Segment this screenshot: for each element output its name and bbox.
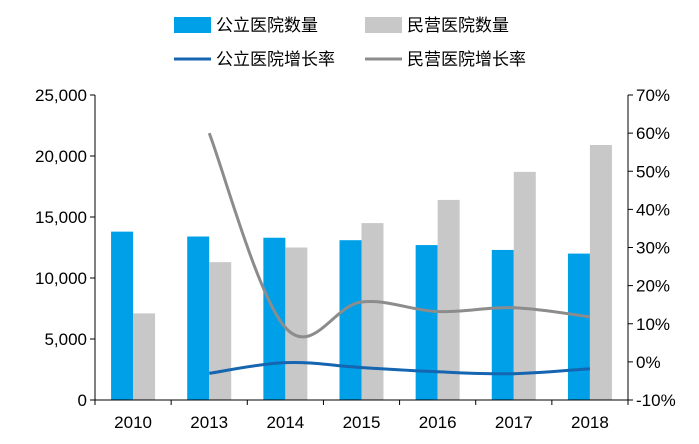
legend-label: 公立医院增长率 [216, 50, 335, 70]
bar [437, 199, 460, 400]
y-left-tick-label: 0 [78, 391, 87, 410]
y-right-tick-label: 70% [636, 86, 670, 105]
y-right-tick-label: 10% [636, 315, 670, 334]
bar [285, 247, 308, 400]
x-tick-label: 2017 [495, 413, 533, 432]
legend-swatch [365, 17, 402, 33]
legend-label: 民营医院增长率 [407, 50, 526, 70]
x-tick-label: 2013 [190, 413, 228, 432]
y-left-tick-label: 20,000 [35, 147, 87, 166]
bar [111, 231, 134, 400]
bar [415, 245, 438, 400]
y-right-tick-label: 50% [636, 162, 670, 181]
bar [339, 240, 362, 400]
y-right-tick-label: 20% [636, 277, 670, 296]
bar [513, 171, 536, 400]
lines [207, 132, 591, 376]
x-tick-label: 2018 [571, 413, 609, 432]
x-tick-label: 2014 [266, 413, 304, 432]
bar [263, 237, 286, 400]
legend-label: 公立医院数量 [216, 16, 318, 36]
y-right-tick-label: 30% [636, 239, 670, 258]
bar [209, 262, 232, 400]
series-line [209, 360, 591, 376]
y-left-tick-label: 10,000 [35, 269, 87, 288]
y-left-tick-label: 25,000 [35, 86, 87, 105]
axes: 0 5,000 10,000 15,000 20,000 25,000 -10% 0% 10% 2… [35, 86, 676, 432]
x-tick-label: 2010 [114, 413, 152, 432]
bar [361, 223, 384, 400]
series-line [207, 132, 591, 339]
bar [589, 145, 612, 400]
x-tick-label: 2016 [419, 413, 457, 432]
bar [491, 249, 514, 400]
x-tick-label: 2015 [343, 413, 381, 432]
y-right-tick-label: 0% [636, 353, 661, 372]
bar [187, 236, 210, 400]
y-right-tick-label: 60% [636, 124, 670, 143]
legend-label: 民营医院数量 [407, 16, 509, 36]
bar [133, 313, 156, 400]
y-right-tick-label: 40% [636, 200, 670, 219]
y-right-tick-label: -10% [636, 391, 676, 410]
bar [567, 253, 590, 400]
y-left-tick-label: 15,000 [35, 208, 87, 227]
bars [111, 145, 612, 400]
y-left-tick-label: 5,000 [44, 330, 87, 349]
legend-swatch [174, 17, 211, 33]
